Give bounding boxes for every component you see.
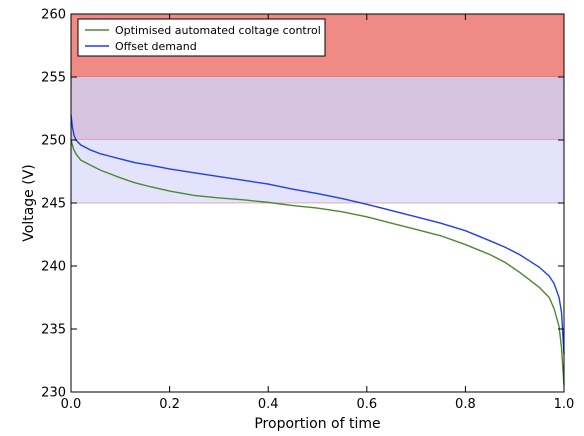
band-1: [71, 77, 564, 140]
band-2: [71, 140, 564, 203]
x-tick-label-5: 1.0: [554, 397, 575, 412]
y-tick-label-6: 260: [41, 8, 66, 23]
x-tick-label-3: 0.6: [356, 397, 377, 412]
x-tick-label-4: 0.8: [455, 397, 476, 412]
y-tick-label-1: 235: [41, 323, 66, 338]
series-line-0: [70, 139, 565, 386]
x-tick-label-2: 0.4: [258, 397, 279, 412]
x-tick-label-0: 0.0: [61, 397, 82, 412]
y-axis-label: Voltage (V): [21, 164, 37, 241]
y-tick-label-3: 245: [41, 197, 66, 212]
legend: Optimised automated coltage control Offse…: [77, 18, 326, 57]
y-tick-label-2: 240: [41, 260, 66, 275]
series-line-1: [70, 114, 565, 355]
y-tick-label-0: 230: [41, 386, 66, 401]
y-tick-label-4: 250: [41, 134, 66, 149]
series-lines: [70, 114, 565, 386]
legend-label-0: Optimised automated coltage control: [115, 24, 321, 37]
legend-box: [77, 18, 326, 57]
legend-label-1: Offset demand: [115, 40, 197, 53]
axis-ticks: 0.0 0.2 0.4 0.6 0.8 1.0 230 235 240 245 250 255 260: [41, 8, 574, 413]
x-axis-label: Proportion of time: [254, 416, 380, 432]
x-tick-label-1: 0.2: [159, 397, 180, 412]
y-tick-label-5: 255: [41, 71, 66, 86]
